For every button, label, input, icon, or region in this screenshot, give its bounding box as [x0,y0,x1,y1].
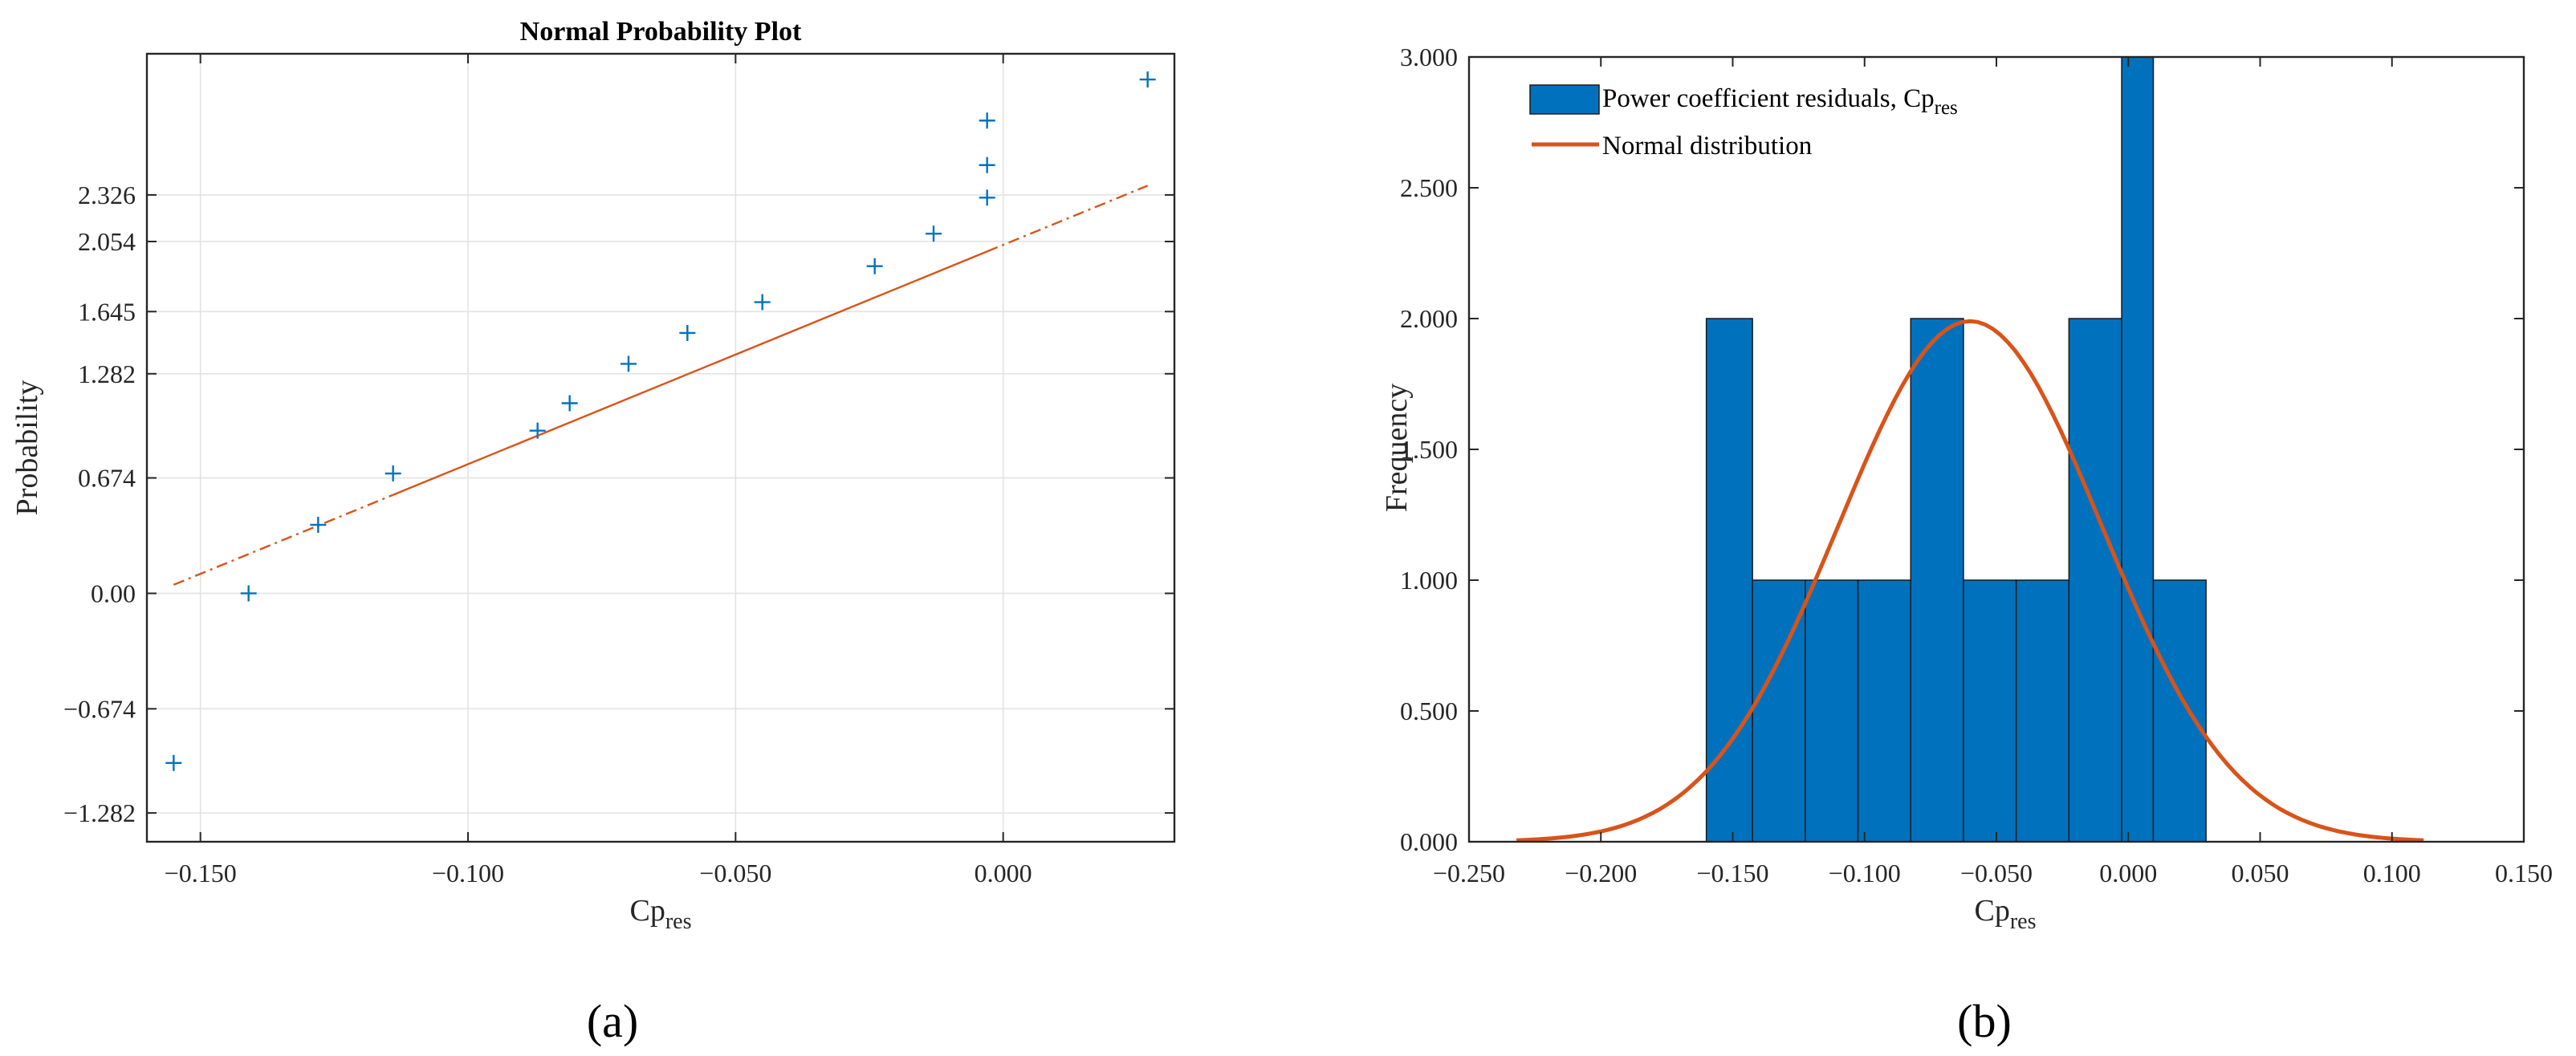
legend-swatch-residuals [1529,84,1600,115]
x-tick-label: −0.050 [1960,859,2033,887]
data-point [866,258,883,274]
x-tick-label: −0.150 [165,859,237,887]
legend-label-residuals: Power coefficient residuals, Cpres [1602,84,1958,119]
x-axis-label-main: Cp [629,894,665,928]
y-tick-label: 0.500 [1400,697,1458,725]
x-axis-ticks: −0.250 −0.200 −0.150 −0.100 −0.050 0.000 0.050… [1433,57,2553,887]
histogram-bar [2068,318,2122,843]
legend-label-residuals-subscript: res [1935,97,1958,119]
y-tick-label: 3.000 [1400,43,1458,71]
y-tick-label: −1.282 [63,798,136,827]
x-tick-label: −0.100 [1829,859,1901,887]
data-point [979,189,995,206]
fit-line-segment [393,250,988,496]
y-tick-label: 0.000 [1400,827,1458,856]
y-tick-label: 1.282 [78,359,136,388]
histogram-bar [1963,579,2017,843]
x-tick-label: 0.100 [2363,859,2421,887]
data-point [621,355,637,372]
x-axis-label-main: Cp [1974,894,2009,928]
normal-distribution-curve [1516,319,2424,843]
y-axis-ticks: 0.000 0.500 1.000 1.500 2.000 2.500 3.000 [1400,43,2524,856]
y-tick-label: 2.326 [78,181,136,209]
x-axis-label: Cpres [629,894,691,934]
y-tick-label: −0.674 [63,694,136,723]
panel-label-b: (b) [1957,995,2012,1047]
data-point [979,112,995,129]
fit-line-extrapolated [987,185,1149,253]
data-point [979,156,995,173]
x-tick-label: −0.150 [1696,859,1768,887]
y-axis-ticks: −1.282 −0.674 0.00 0.674 1.282 1.645 2.054 2.32… [63,181,1174,827]
x-tick-label: 0.000 [975,859,1032,887]
panel-label-a: (a) [587,995,638,1047]
x-axis-label: Cpres [1974,894,2036,934]
plot-area-frame [145,52,1176,843]
histogram-bars [1705,56,2207,843]
x-tick-label: 0.050 [2232,859,2289,887]
legend: Power coefficient residuals, Cpres Norma… [1529,84,1958,160]
grid-lines [147,54,1174,842]
x-tick-label: −0.250 [1433,859,1505,887]
x-axis-label-subscript: res [2010,909,2037,934]
histogram-bar [2121,56,2155,843]
y-tick-label: 2.054 [78,227,136,256]
histogram-bar [2152,579,2207,843]
histogram-bar [1910,318,1964,843]
data-point [679,324,696,341]
y-tick-label: 1.500 [1400,435,1458,464]
histogram-bar [1857,579,1911,843]
data-point [310,517,327,534]
y-tick-label: 2.500 [1400,173,1458,202]
histogram-bar [1705,318,1753,843]
data-points [165,71,1156,771]
data-point [926,225,942,242]
y-axis-label: Probability [10,380,44,516]
y-tick-label: 1.000 [1400,566,1458,595]
x-axis-label-subscript: res [665,909,692,934]
y-tick-label: 0.674 [78,464,136,493]
chart-title: Normal Probability Plot [520,17,802,47]
fit-line-extrapolated [173,493,394,586]
data-point [561,395,578,412]
x-tick-label: 0.000 [2099,859,2157,887]
legend-label-residuals-main: Power coefficient residuals, Cp [1602,84,1935,113]
x-axis-ticks: −0.150 −0.100 −0.050 0.000 [165,54,1032,887]
y-axis-label: Frequency [1380,384,1414,512]
data-point [754,294,771,311]
histogram-plot: 0.000 0.500 1.000 1.500 2.000 2.500 3.000 −0.2… [1380,43,2553,1047]
normal-probability-plot: −1.282 −0.674 0.00 0.674 1.282 1.645 2.054 2.32… [10,17,1176,1047]
legend-label-normal: Normal distribution [1602,132,1812,160]
x-tick-label: −0.100 [432,859,504,887]
data-point [165,754,182,771]
normal-curve-path [1516,319,2424,843]
y-tick-label: 0.00 [91,579,136,607]
data-point [385,465,401,482]
x-tick-label: −0.050 [699,859,771,887]
histogram-bar [2015,579,2070,843]
x-tick-label: −0.200 [1565,859,1637,887]
y-tick-label: 1.645 [78,297,136,326]
x-tick-label: 0.150 [2495,859,2553,887]
histogram-bar [1805,579,1859,843]
data-point [240,585,257,602]
data-point [1139,71,1156,88]
fit-line [173,185,1149,586]
y-tick-label: 2.000 [1400,304,1458,333]
data-point [529,422,546,439]
